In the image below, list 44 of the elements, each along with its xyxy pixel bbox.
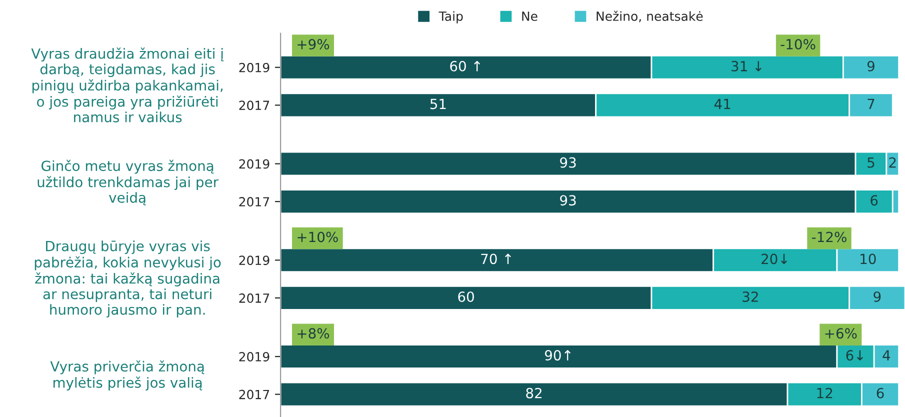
data-label: 10 [860, 254, 876, 264]
data-label: 6↓ [846, 350, 863, 361]
data-label: 5 [868, 157, 874, 168]
text: Draugų būryje vyras vis pabrėžia, kokia nevykusi jo žmona: tai kažką sugadina ar nesupranta, tai neturi humoro jausmo ir pan. [34, 240, 221, 318]
data-label: 93 [560, 157, 576, 168]
data-label: 6 [876, 388, 884, 398]
y-tick-label: 2017 [239, 197, 270, 206]
y-tick-label: 2017 [239, 293, 270, 303]
data-label: 60 ↑ [450, 60, 480, 72]
data-label: 6 [870, 195, 878, 206]
y-tick-label: 2019 [239, 159, 270, 169]
annotation: -12% [812, 232, 846, 242]
data-label: 7 [868, 98, 874, 110]
data-label: 2 [889, 157, 896, 168]
annotation: +9% [298, 38, 330, 50]
annotation: +6% [825, 328, 857, 339]
y-tick-label: 2019 [239, 62, 270, 72]
annotation: -10% [780, 38, 816, 50]
text: Vyras priverčia žmoną mylėtis prieš jos valią [50, 360, 204, 391]
text: Vyras draudžia žmonai eiti į darbą, teigdamas, kad jis pinigų uždirba pakankamai, o jos pareiga yra prižiūrėti namus ir vaikus [31, 48, 224, 122]
legend-label: Taip [438, 11, 463, 24]
y-tick-label: 2017 [239, 100, 270, 110]
y-tick-label: 2019 [239, 352, 270, 362]
data-label: 32 [742, 291, 758, 302]
data-label: 93 [560, 195, 576, 206]
legend-label: Nežino, neatsakė [596, 10, 703, 22]
data-label: 41 [714, 98, 730, 110]
data-label: 9 [874, 291, 881, 302]
data-label: 90↑ [544, 350, 571, 361]
legend-label: Ne [522, 12, 538, 21]
y-tick-label: 2017 [239, 390, 270, 400]
data-label: 70 ↑ [481, 254, 511, 264]
data-label: 51 [430, 98, 446, 110]
data-label: 20↓ [762, 254, 787, 264]
y-tick-label: 2019 [239, 256, 270, 266]
data-label: 4 [882, 350, 890, 360]
data-label: 60 [458, 291, 474, 302]
data-label: 31 ↓ [732, 60, 762, 72]
annotation: +8% [298, 328, 330, 339]
data-label: 82 [526, 388, 542, 398]
annotation: +10% [298, 232, 338, 242]
text: Ginčo metu vyras žmoną užtildo trenkdamas jai per veidą [38, 160, 219, 206]
data-label: 12 [817, 388, 832, 398]
data-label: 9 [867, 60, 874, 72]
